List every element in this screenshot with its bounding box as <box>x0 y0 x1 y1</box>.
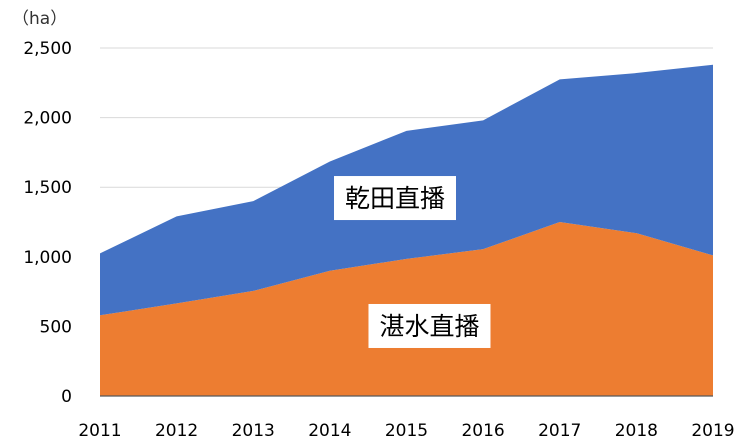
x-tick-label: 2015 <box>385 421 428 441</box>
y-tick-label: 500 <box>40 317 72 337</box>
x-tick-label: 2016 <box>461 421 504 441</box>
y-tick-label: 1,000 <box>23 248 72 268</box>
series-label: 乾田直播 <box>345 184 445 213</box>
x-tick-label: 2011 <box>78 421 121 441</box>
y-tick-label: 2,000 <box>23 109 72 129</box>
x-tick-label: 2014 <box>308 421 351 441</box>
y-unit-label: （ha） <box>12 9 67 29</box>
x-tick-label: 2013 <box>232 421 275 441</box>
series-label-box <box>334 176 457 221</box>
y-axis-ticks: 0 500 1,000 1,500 2,000 2,500 <box>23 39 72 407</box>
y-tick-label: 2,500 <box>23 39 72 59</box>
y-tick-label: 0 <box>61 387 72 407</box>
x-tick-label: 2012 <box>155 421 198 441</box>
x-tick-label: 2019 <box>691 421 734 441</box>
x-axis-ticks: 2011 2012 2013 2014 2015 2016 2017 2018 2019 <box>78 421 734 441</box>
x-tick-label: 2018 <box>615 421 658 441</box>
series-label: 湛水直播 <box>379 312 479 341</box>
x-tick-label: 2017 <box>538 421 581 441</box>
series-label-box <box>368 303 491 348</box>
series-labels: 湛水直播 乾田直播 <box>334 176 491 348</box>
y-tick-label: 1,500 <box>23 178 72 198</box>
